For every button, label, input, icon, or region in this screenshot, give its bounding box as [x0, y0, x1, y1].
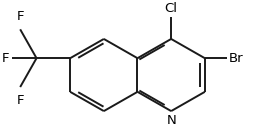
- Text: N: N: [166, 114, 176, 127]
- Text: Cl: Cl: [165, 2, 178, 15]
- Text: F: F: [17, 94, 24, 107]
- Text: F: F: [17, 10, 24, 23]
- Text: Br: Br: [229, 52, 243, 65]
- Text: F: F: [2, 52, 10, 65]
